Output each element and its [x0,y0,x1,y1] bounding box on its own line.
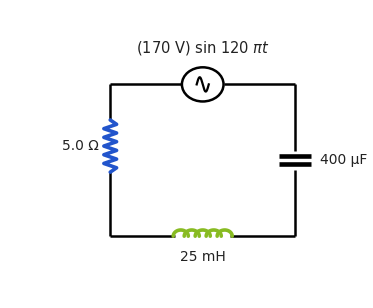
Text: 25 mH: 25 mH [180,250,226,264]
Text: 5.0 Ω: 5.0 Ω [62,139,98,153]
Text: (170 V) sin 120 $\pi t$: (170 V) sin 120 $\pi t$ [136,38,270,57]
Text: 400 μF: 400 μF [320,153,367,167]
